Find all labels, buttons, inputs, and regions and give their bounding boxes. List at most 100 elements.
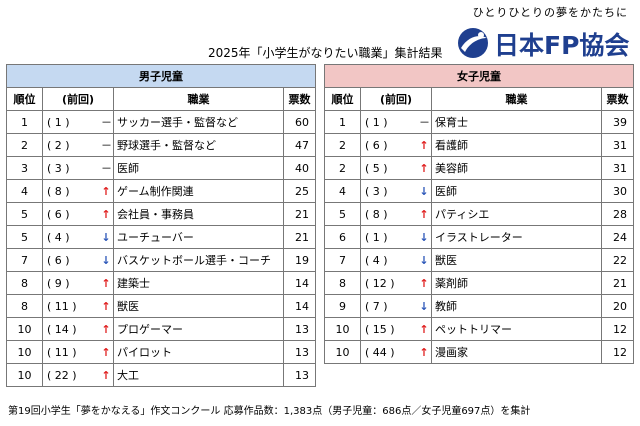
- col-prev: (前回): [42, 87, 114, 111]
- rank-cell: 2: [324, 133, 361, 157]
- arrow-up-icon: ↑: [419, 345, 429, 359]
- prev-rank-cell: ( 8 ) ↑: [360, 202, 432, 226]
- arrow-up-icon: ↑: [101, 368, 111, 382]
- prev-rank-cell: ( 7 ) ↓: [360, 294, 432, 318]
- prev-rank-cell: ( 5 ) ↑: [360, 156, 432, 180]
- job-cell: バスケットボール選手・コーチ: [113, 248, 284, 272]
- votes-cell: 12: [601, 317, 634, 341]
- table-row: 10 ( 15 ) ↑ ペットトリマー 12: [324, 317, 634, 341]
- rank-cell: 10: [324, 317, 361, 341]
- job-cell: 看護師: [431, 133, 602, 157]
- rank-cell: 7: [324, 248, 361, 272]
- votes-cell: 14: [283, 271, 316, 295]
- prev-rank: ( 12 ): [365, 276, 395, 290]
- arrow-down-icon: ↓: [419, 299, 429, 313]
- votes-cell: 28: [601, 202, 634, 226]
- prev-rank-cell: ( 1 ) －: [42, 110, 114, 134]
- rank-cell: 6: [324, 225, 361, 249]
- votes-cell: 47: [283, 133, 316, 157]
- globe-swoosh-icon: [458, 28, 488, 58]
- job-cell: 野球選手・監督など: [113, 133, 284, 157]
- prev-rank: ( 9 ): [47, 276, 70, 290]
- prev-rank: ( 1 ): [365, 230, 388, 244]
- arrow-up-icon: ↑: [101, 207, 111, 221]
- job-cell: 薬剤師: [431, 271, 602, 295]
- rank-cell: 4: [324, 179, 361, 203]
- prev-rank: ( 14 ): [47, 322, 77, 336]
- arrow-up-icon: ↑: [419, 161, 429, 175]
- prev-rank: ( 8 ): [47, 184, 70, 198]
- dash-icon: －: [101, 116, 112, 129]
- votes-cell: 13: [283, 363, 316, 387]
- col-prev: (前回): [360, 87, 432, 111]
- arrow-up-icon: ↑: [101, 345, 111, 359]
- col-rank: 順位: [6, 87, 43, 111]
- rank-cell: 10: [324, 340, 361, 364]
- table-row: 7 ( 6 ) ↓ バスケットボール選手・コーチ 19: [6, 248, 316, 272]
- prev-rank-cell: ( 4 ) ↓: [42, 225, 114, 249]
- votes-cell: 19: [283, 248, 316, 272]
- votes-cell: 24: [601, 225, 634, 249]
- prev-rank: ( 6 ): [365, 138, 388, 152]
- prev-rank: ( 11 ): [47, 345, 77, 359]
- job-cell: パイロット: [113, 340, 284, 364]
- boys-ranking-table: 男子児童 順位 (前回) 職業 票数 1( 1 ) －サッカー選手・監督など 60 2…: [6, 64, 316, 387]
- job-cell: 獣医: [113, 294, 284, 318]
- col-votes: 票数: [601, 87, 634, 111]
- prev-rank: ( 6 ): [47, 207, 70, 221]
- arrow-up-icon: ↑: [101, 299, 111, 313]
- prev-rank-cell: ( 12 ) ↑: [360, 271, 432, 295]
- job-cell: 獣医: [431, 248, 602, 272]
- job-cell: プロゲーマー: [113, 317, 284, 341]
- votes-cell: 21: [601, 271, 634, 295]
- prev-rank: ( 1 ): [365, 115, 388, 129]
- prev-rank: ( 3 ): [365, 184, 388, 198]
- table-row: 1 ( 1 ) －サッカー選手・監督など 60: [6, 110, 316, 134]
- table-row: 10 ( 22 ) ↑ 大工 13: [6, 363, 316, 387]
- table-row: 4 ( 3 ) ↓ 医師 30: [324, 179, 634, 203]
- table-row: 10 ( 14 ) ↑ プロゲーマー 13: [6, 317, 316, 341]
- prev-rank: ( 7 ): [365, 299, 388, 313]
- table-row: 10 ( 44 ) ↑ 漫画家 12: [324, 340, 634, 364]
- table-row: 8 ( 11 ) ↑ 獣医 14: [6, 294, 316, 318]
- prev-rank-cell: ( 2 ) －: [42, 133, 114, 157]
- votes-cell: 31: [601, 133, 634, 157]
- table-row: 5 ( 4 ) ↓ ユーチューバー 21: [6, 225, 316, 249]
- rank-cell: 8: [6, 294, 43, 318]
- votes-cell: 21: [283, 225, 316, 249]
- rank-cell: 5: [324, 202, 361, 226]
- arrow-up-icon: ↑: [101, 184, 111, 198]
- rank-cell: 9: [324, 294, 361, 318]
- arrow-up-icon: ↑: [101, 276, 111, 290]
- table-row: 9 ( 7 ) ↓ 教師 20: [324, 294, 634, 318]
- job-cell: ゲーム制作関連: [113, 179, 284, 203]
- prev-rank-cell: ( 15 ) ↑: [360, 317, 432, 341]
- rank-cell: 1: [6, 110, 43, 134]
- prev-rank-cell: ( 6 ) ↑: [42, 202, 114, 226]
- prev-rank-cell: ( 22 ) ↑: [42, 363, 114, 387]
- arrow-up-icon: ↑: [419, 322, 429, 336]
- arrow-down-icon: ↓: [419, 184, 429, 198]
- prev-rank-cell: ( 6 ) ↓: [42, 248, 114, 272]
- table-row: 2 ( 2 ) －野球選手・監督など 47: [6, 133, 316, 157]
- votes-cell: 30: [601, 179, 634, 203]
- col-job: 職業: [113, 87, 284, 111]
- table-row: 3 ( 3 ) －医師 40: [6, 156, 316, 180]
- votes-cell: 20: [601, 294, 634, 318]
- rank-cell: 7: [6, 248, 43, 272]
- rank-cell: 10: [6, 317, 43, 341]
- col-rank: 順位: [324, 87, 361, 111]
- rank-cell: 4: [6, 179, 43, 203]
- prev-rank-cell: ( 1 ) －: [360, 110, 432, 134]
- prev-rank: ( 22 ): [47, 368, 77, 382]
- prev-rank: ( 44 ): [365, 345, 395, 359]
- prev-rank-cell: ( 8 ) ↑: [42, 179, 114, 203]
- prev-rank: ( 5 ): [365, 161, 388, 175]
- prev-rank: ( 8 ): [365, 207, 388, 221]
- votes-cell: 12: [601, 340, 634, 364]
- page-title: 2025年「小学生がなりたい職業」集計結果: [208, 46, 443, 60]
- girls-ranking-table: 女子児童 順位 (前回) 職業 票数 1( 1 ) －保育士 39 2( 6 ) ↑ 看護…: [324, 64, 634, 364]
- prev-rank: ( 1 ): [47, 115, 70, 129]
- prev-rank: ( 6 ): [47, 253, 70, 267]
- prev-rank-cell: ( 3 ) ↓: [360, 179, 432, 203]
